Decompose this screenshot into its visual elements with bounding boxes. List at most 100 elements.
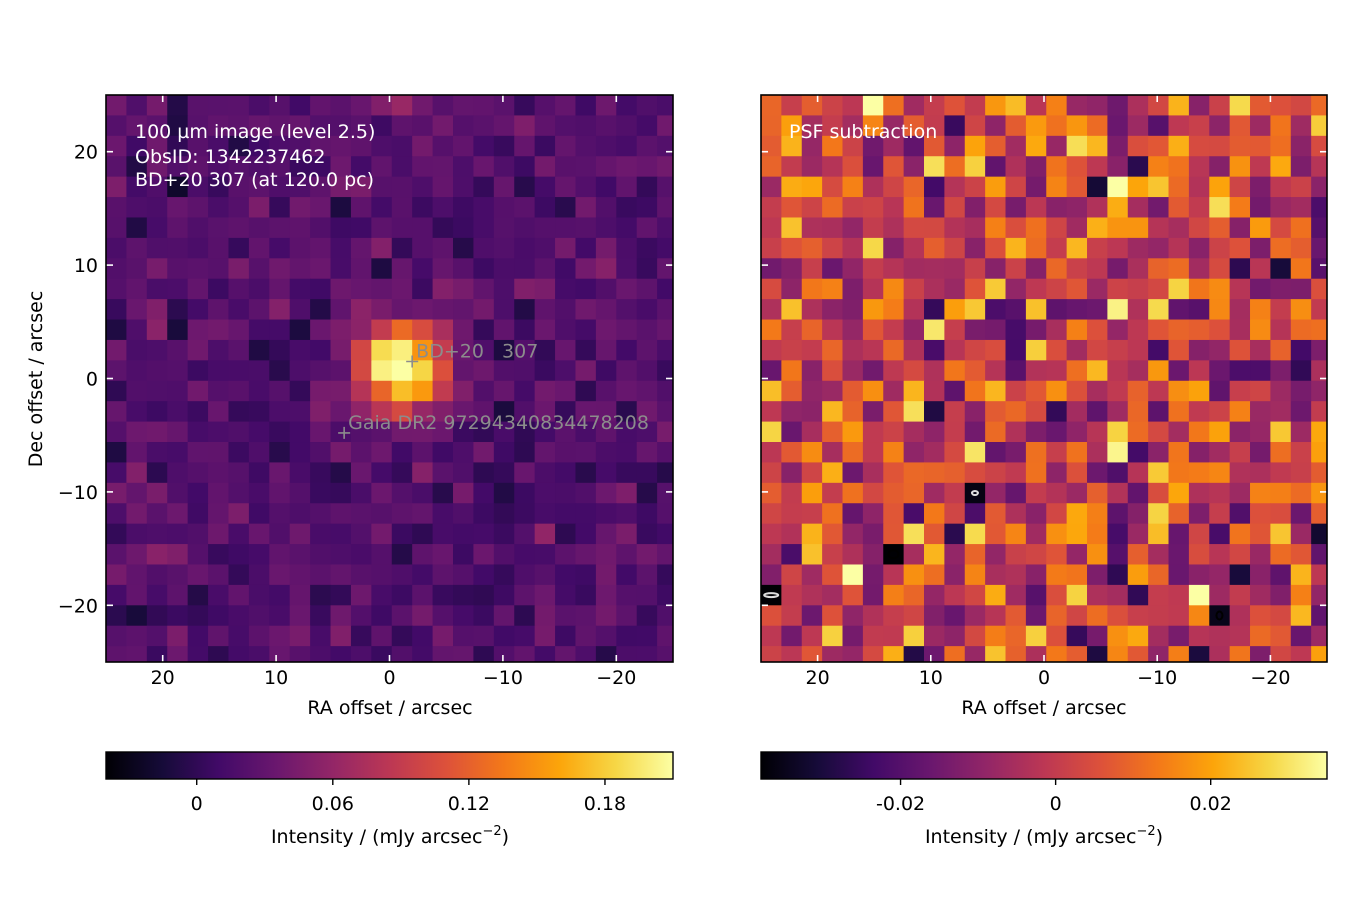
left-heatmap-pixel — [269, 95, 291, 117]
right-heatmap-pixel — [1270, 197, 1292, 219]
left-heatmap-pixel — [146, 197, 168, 219]
left-heatmap-pixel — [432, 584, 454, 606]
right-heatmap-pixel — [883, 237, 905, 259]
right-heatmap-pixel — [1168, 156, 1190, 178]
left-heatmap-pixel — [371, 380, 393, 402]
right-heatmap-pixel — [1270, 564, 1292, 586]
left-heatmap-pixel — [310, 482, 332, 504]
left-heatmap-pixel — [208, 319, 230, 341]
left-heatmap-pixel — [636, 339, 658, 361]
right-heatmap-pixel — [1311, 442, 1327, 464]
right-heatmap-pixel — [842, 462, 864, 484]
left-heatmap-pixel — [555, 176, 577, 198]
left-heatmap-pixel — [412, 339, 434, 361]
right-heatmap-pixel — [1229, 503, 1251, 525]
left-heatmap-pixel — [555, 319, 577, 341]
left-heatmap-pixel — [453, 319, 475, 341]
right-heatmap-pixel — [842, 115, 864, 137]
right-heatmap-pixel — [1005, 299, 1027, 321]
left-heatmap-pixel — [616, 95, 638, 117]
right-heatmap-pixel — [1188, 625, 1210, 647]
left-colorbar-frame — [105, 751, 674, 780]
left-heatmap-pixel — [106, 564, 128, 586]
left-heatmap-pixel — [208, 339, 230, 361]
left-heatmap-pixel — [146, 605, 168, 627]
right-heatmap-pixel — [1127, 115, 1149, 137]
right-heatmap-pixel — [761, 605, 782, 627]
left-heatmap-pixel — [248, 564, 270, 586]
left-heatmap-pixel — [595, 115, 617, 137]
right-heatmap-pixel — [1087, 544, 1108, 566]
right-colorbar-label-exponent: −2 — [1136, 824, 1155, 839]
right-heatmap-pixel — [903, 442, 925, 464]
right-heatmap-pixel — [1148, 339, 1170, 361]
left-heatmap-pixel — [412, 482, 434, 504]
right-heatmap-pixel — [1107, 625, 1129, 647]
right-heatmap-pixel — [781, 339, 803, 361]
right-heatmap-pixel — [903, 217, 925, 239]
right-heatmap-pixel — [1107, 380, 1129, 402]
left-heatmap-pixel — [289, 278, 311, 300]
left-heatmap-pixel — [289, 176, 311, 198]
left-heatmap-pixel — [657, 401, 673, 423]
left-heatmap-pixel — [310, 462, 332, 484]
right-heatmap-pixel — [883, 360, 905, 382]
right-heatmap-pixel — [761, 258, 782, 280]
right-heatmap-pixel — [1270, 299, 1292, 321]
right-heatmap-pixel — [883, 299, 905, 321]
right-heatmap-pixel — [1168, 421, 1190, 443]
right-heatmap-pixel — [883, 442, 905, 464]
right-heatmap-pixel — [1107, 299, 1129, 321]
left-heatmap-pixel — [412, 523, 434, 545]
right-heatmap-pixel — [964, 217, 986, 239]
right-heatmap-pixel — [964, 135, 986, 157]
right-heatmap-pixel — [1188, 482, 1210, 504]
left-heatmap-pixel — [595, 605, 617, 627]
left-heatmap-pixel — [228, 135, 250, 157]
right-heatmap-pixel — [944, 217, 966, 239]
left-heatmap-pixel — [289, 380, 311, 402]
left-heatmap-pixel — [657, 482, 673, 504]
right-heatmap-pixel — [1107, 503, 1129, 525]
right-heatmap-pixel — [1046, 360, 1068, 382]
right-heatmap-pixel — [862, 156, 884, 178]
left-heatmap-pixel — [412, 442, 434, 464]
left-heatmap-pixel — [473, 278, 495, 300]
right-heatmap-pixel — [1046, 176, 1068, 198]
left-heatmap-pixel — [555, 360, 577, 382]
left-heatmap-pixel — [534, 278, 556, 300]
left-heatmap-pixel — [473, 319, 495, 341]
left-y-tick-label: −20 — [58, 595, 98, 617]
left-heatmap-pixel — [657, 646, 673, 662]
left-heatmap-pixel — [432, 401, 454, 423]
left-heatmap-pixel — [595, 646, 617, 662]
left-heatmap-pixel — [106, 605, 128, 627]
right-heatmap-pixel — [1127, 584, 1149, 606]
right-heatmap-pixel — [781, 380, 803, 402]
right-heatmap-pixel — [1087, 115, 1108, 137]
right-heatmap-pixel — [822, 442, 844, 464]
left-heatmap-pixel — [534, 482, 556, 504]
right-heatmap-pixel — [1229, 564, 1251, 586]
right-heatmap-pixel — [1127, 442, 1149, 464]
left-heatmap-pixel — [453, 360, 475, 382]
left-heatmap-pixel — [432, 380, 454, 402]
right-heatmap-pixel — [903, 421, 925, 443]
right-heatmap-pixel — [1005, 135, 1027, 157]
right-heatmap-pixel — [1229, 523, 1251, 545]
left-heatmap-pixel — [657, 605, 673, 627]
left-heatmap-pixel — [575, 197, 597, 219]
right-heatmap-pixel — [1066, 115, 1088, 137]
right-heatmap-pixel — [1250, 156, 1271, 178]
left-heatmap-pixel — [126, 278, 148, 300]
right-heatmap-pixel — [1270, 339, 1292, 361]
right-heatmap-pixel — [1025, 523, 1047, 545]
left-heatmap-pixel — [636, 442, 658, 464]
right-heatmap-pixel — [842, 237, 864, 259]
right-heatmap-pixel — [1229, 462, 1251, 484]
left-heatmap-pixel — [514, 299, 536, 321]
left-heatmap-pixel — [106, 95, 128, 117]
right-heatmap-pixel — [781, 482, 803, 504]
right-heatmap-pixel — [1066, 176, 1088, 198]
right-heatmap-pixel — [964, 442, 986, 464]
